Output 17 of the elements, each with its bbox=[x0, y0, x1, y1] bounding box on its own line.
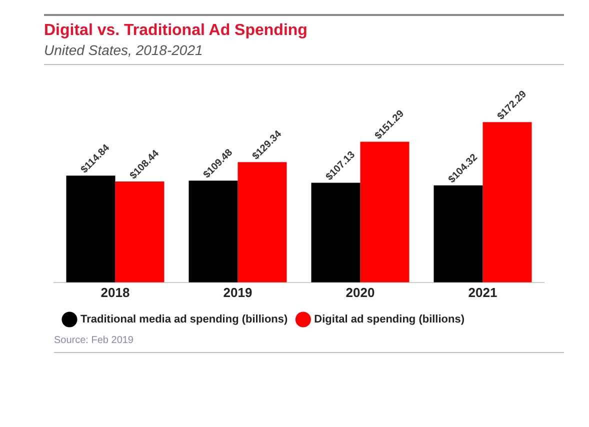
x-tick-label: 2020 bbox=[346, 284, 375, 300]
bar bbox=[311, 182, 360, 282]
x-tick-label: 2019 bbox=[223, 284, 252, 300]
x-tick-label: 2021 bbox=[468, 284, 498, 300]
bar bbox=[188, 180, 238, 282]
chart-subtitle: United States, 2018-2021 bbox=[44, 42, 564, 65]
x-tick-label: 2018 bbox=[100, 284, 130, 300]
chart-title: Digital vs. Traditional Ad Spending bbox=[44, 22, 308, 40]
source-note: Source: Feb 2019 bbox=[54, 335, 564, 353]
bar bbox=[238, 162, 287, 282]
bar bbox=[115, 182, 164, 282]
legend-label: Digital ad spending (billions) bbox=[314, 314, 465, 326]
bar bbox=[482, 122, 532, 282]
bar bbox=[66, 176, 116, 282]
bar bbox=[360, 142, 410, 282]
bar bbox=[434, 185, 483, 282]
legend-label: Traditional media ad spending (billions) bbox=[80, 314, 288, 326]
